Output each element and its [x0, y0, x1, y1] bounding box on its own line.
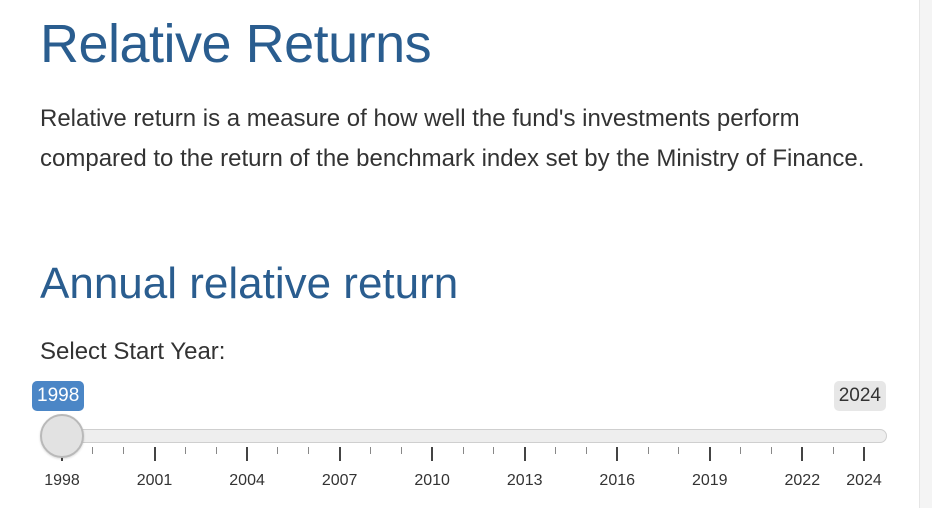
minor-tick — [678, 447, 680, 454]
major-tick — [801, 447, 804, 461]
major-tick — [153, 447, 156, 461]
tick-label: 2013 — [506, 472, 543, 489]
minor-tick — [832, 447, 834, 454]
major-tick — [431, 447, 434, 461]
minor-tick — [647, 447, 649, 454]
minor-tick — [308, 447, 310, 454]
minor-tick — [585, 447, 587, 454]
tick-label: 2010 — [414, 472, 450, 489]
tick-label: 2022 — [784, 472, 821, 489]
major-tick — [338, 447, 341, 461]
major-tick — [616, 447, 619, 461]
tick-label: 2007 — [321, 472, 358, 489]
major-tick — [708, 447, 711, 461]
section-title: Annual relative return — [40, 259, 459, 308]
tick-label: 2001 — [136, 472, 173, 489]
minor-tick — [400, 447, 402, 454]
slider-max-value: 2024 — [833, 381, 886, 411]
major-tick — [523, 447, 526, 461]
major-tick — [863, 447, 865, 461]
minor-tick — [770, 447, 772, 454]
tick-label: 2019 — [691, 472, 728, 489]
slider-from-value: 1998 — [32, 381, 85, 411]
minor-tick — [740, 447, 742, 454]
major-tick — [246, 447, 249, 461]
tick-label: 2024 — [846, 472, 882, 489]
minor-tick — [92, 447, 94, 454]
start-year-label: Select Start Year: — [40, 338, 226, 365]
intro-paragraph: Relative return is a measure of how well… — [40, 105, 865, 172]
minor-tick — [184, 447, 186, 454]
minor-tick — [555, 447, 557, 454]
minor-tick — [277, 447, 279, 454]
minor-tick — [462, 447, 464, 454]
minor-tick — [493, 447, 495, 454]
start-year-slider[interactable]: 1998 2024 1998 2001 2004 2007 2010 2013 2016 20… — [30, 378, 892, 498]
page-scrollbar-edge — [919, 0, 932, 508]
tick-label: 1998 — [44, 472, 80, 489]
minor-tick — [215, 447, 217, 454]
slider-handle[interactable] — [40, 414, 84, 458]
tick-label: 2016 — [599, 472, 636, 489]
minor-tick — [123, 447, 125, 454]
page-title: Relative Returns — [40, 14, 432, 74]
tick-label: 2004 — [229, 472, 265, 489]
minor-tick — [369, 447, 371, 454]
slider-grid: 1998 2001 2004 2007 2010 2013 2016 2019 2022 2024 — [30, 378, 892, 498]
